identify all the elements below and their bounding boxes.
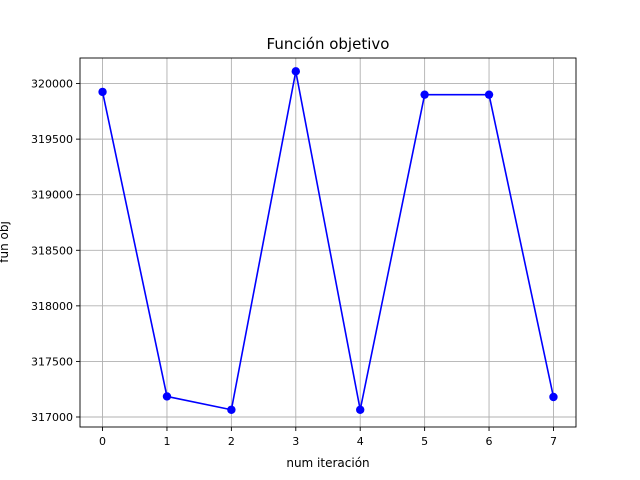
data-point [291, 67, 300, 76]
data-point [162, 392, 172, 401]
data-point [98, 87, 107, 97]
series-layer [98, 67, 558, 414]
y-axis: 317000 317500 318000 318500 319000 319500 3200… [31, 78, 80, 424]
x-axis-label: num iteración [286, 456, 369, 470]
y-tick-label: 317500 [31, 355, 73, 368]
series-line [101, 70, 555, 411]
x-axis: 0 1 2 3 4 5 6 7 [99, 427, 557, 448]
x-tick-label: 1 [163, 435, 170, 448]
x-tick-label: 2 [228, 435, 235, 448]
x-tick-label: 7 [550, 435, 557, 448]
y-tick-label: 318000 [31, 300, 73, 313]
y-tick-label: 320000 [31, 78, 73, 91]
data-point [484, 90, 494, 99]
x-tick-label: 5 [421, 435, 428, 448]
y-tick-label: 319500 [31, 133, 73, 146]
data-point [356, 405, 365, 414]
plot-frame [79, 57, 577, 428]
data-point [549, 392, 558, 402]
y-axis-label: fun obj [0, 221, 11, 263]
data-point [227, 405, 236, 414]
y-tick-label: 317000 [31, 411, 73, 424]
grid [80, 58, 576, 427]
x-tick-label: 3 [292, 435, 299, 448]
x-tick-label: 6 [486, 435, 493, 448]
data-point [420, 90, 429, 99]
y-tick-label: 318500 [31, 244, 73, 257]
y-tick-label: 319000 [31, 189, 73, 202]
chart-title: Función objetivo [267, 35, 390, 53]
x-tick-label: 0 [99, 435, 106, 448]
x-tick-label: 4 [357, 435, 364, 448]
